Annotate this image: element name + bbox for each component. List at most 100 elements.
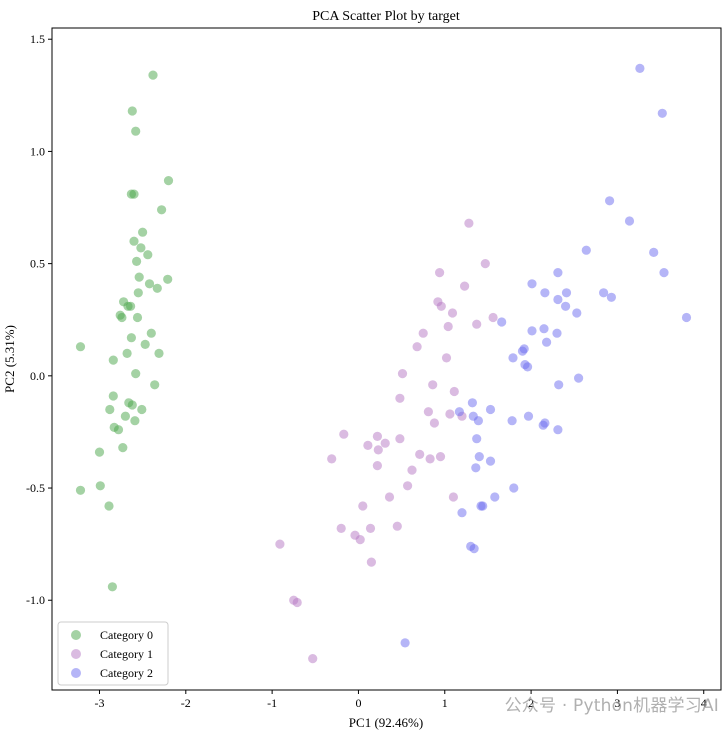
- point-series-1-5: [436, 301, 446, 311]
- point-series-2-33: [473, 416, 483, 426]
- x-tick-label: -2: [181, 696, 191, 710]
- point-series-0-13: [144, 279, 155, 289]
- point-series-2-14: [561, 301, 571, 311]
- point-series-1-22: [372, 431, 382, 441]
- point-series-0-37: [120, 411, 130, 421]
- point-series-1-46: [355, 535, 365, 545]
- point-series-0-29: [108, 355, 118, 365]
- point-series-1-29: [327, 454, 337, 464]
- point-series-1-6: [447, 308, 458, 318]
- legend-label-2: Category 2: [100, 666, 153, 680]
- point-series-2-20: [552, 328, 562, 338]
- point-series-1-24: [380, 438, 390, 448]
- point-series-0-23: [132, 312, 143, 323]
- chart-title: PCA Scatter Plot by target: [312, 9, 460, 24]
- point-series-1-41: [366, 557, 376, 567]
- point-series-0-8: [129, 236, 139, 246]
- point-series-2-0: [635, 63, 645, 73]
- point-series-2-30: [485, 404, 496, 415]
- point-series-1-21: [339, 429, 349, 439]
- point-series-0-31: [150, 380, 160, 390]
- point-series-0-0: [148, 70, 158, 80]
- point-series-2-19: [539, 324, 549, 334]
- point-series-1-13: [397, 369, 408, 379]
- point-series-1-15: [449, 386, 459, 397]
- point-series-0-19: [126, 301, 136, 311]
- point-series-2-4: [649, 247, 659, 257]
- point-series-2-39: [472, 434, 482, 444]
- x-tick-label: 3: [614, 696, 620, 710]
- point-series-1-17: [445, 409, 455, 419]
- point-series-2-27: [574, 373, 584, 383]
- point-series-2-37: [538, 420, 548, 430]
- point-series-0-41: [118, 443, 128, 453]
- point-series-0-5: [129, 189, 139, 199]
- point-series-1-38: [336, 523, 346, 534]
- point-series-2-44: [490, 492, 500, 502]
- point-series-1-11: [412, 342, 422, 352]
- point-series-1-12: [441, 353, 452, 363]
- point-series-1-34: [448, 492, 458, 502]
- point-series-1-33: [403, 481, 413, 491]
- point-series-2-41: [485, 456, 496, 466]
- point-series-2-16: [497, 317, 507, 327]
- point-series-1-18: [423, 407, 433, 417]
- point-series-0-38: [130, 416, 140, 426]
- point-series-2-8: [527, 279, 537, 289]
- point-series-0-25: [126, 333, 136, 343]
- point-series-0-2: [131, 126, 141, 136]
- point-series-1-31: [372, 461, 382, 471]
- point-series-2-34: [507, 416, 517, 426]
- y-tick-label: 0.5: [30, 257, 45, 271]
- point-series-1-8: [443, 321, 453, 332]
- point-series-2-35: [523, 411, 534, 421]
- point-series-1-37: [392, 521, 402, 531]
- point-series-0-16: [133, 288, 143, 298]
- x-tick-label: 2: [528, 696, 534, 710]
- point-series-1-23: [395, 434, 405, 444]
- legend-box: [57, 621, 169, 686]
- x-tick-label: -1: [267, 696, 277, 710]
- legend-marker-2: [71, 668, 81, 678]
- point-series-2-24: [508, 353, 518, 363]
- point-series-1-7: [488, 312, 498, 323]
- point-series-0-34: [127, 400, 137, 410]
- point-series-2-6: [581, 245, 591, 255]
- x-tick-label: -3: [94, 696, 104, 710]
- y-tick-label: 1.5: [30, 32, 45, 46]
- point-series-0-46: [107, 582, 117, 592]
- legend-marker-0: [71, 630, 81, 640]
- x-tick-label: 1: [442, 696, 448, 710]
- point-series-1-35: [384, 492, 395, 502]
- point-series-2-40: [474, 452, 484, 462]
- point-series-0-36: [105, 404, 115, 415]
- point-series-1-14: [428, 380, 438, 390]
- point-series-0-10: [143, 250, 153, 260]
- plot-frame: [51, 27, 722, 691]
- point-series-2-29: [467, 398, 477, 408]
- point-series-2-17: [681, 312, 692, 323]
- point-series-1-3: [460, 281, 470, 291]
- point-series-2-10: [553, 294, 563, 305]
- point-series-2-46: [476, 501, 486, 511]
- legend-label-0: Category 0: [100, 628, 153, 642]
- point-series-0-11: [132, 256, 142, 266]
- point-series-1-44: [292, 597, 302, 608]
- point-series-2-49: [469, 544, 479, 554]
- point-series-2-23: [542, 337, 552, 347]
- point-series-2-26: [523, 362, 533, 372]
- point-series-1-20: [429, 418, 439, 428]
- point-series-2-47: [457, 508, 467, 518]
- point-series-1-26: [415, 449, 425, 459]
- point-series-0-43: [95, 481, 105, 491]
- point-series-2-1: [657, 108, 667, 118]
- point-series-2-22: [519, 344, 529, 354]
- point-series-1-25: [363, 440, 373, 450]
- point-series-0-3: [163, 176, 174, 186]
- point-series-0-28: [122, 348, 132, 358]
- point-series-1-39: [365, 523, 376, 534]
- point-series-1-30: [425, 454, 435, 464]
- point-series-0-12: [134, 272, 144, 282]
- point-series-0-21: [117, 312, 127, 323]
- point-series-2-32: [454, 407, 464, 417]
